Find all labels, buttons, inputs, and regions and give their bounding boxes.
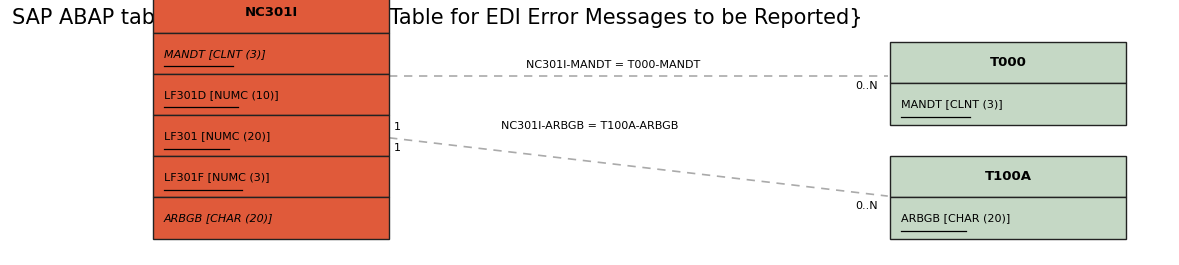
Text: ARBGB [CHAR (20)]: ARBGB [CHAR (20)] xyxy=(901,213,1010,223)
Text: MANDT [CLNT (3)]: MANDT [CLNT (3)] xyxy=(901,99,1002,109)
Text: NC301I-MANDT = T000-MANDT: NC301I-MANDT = T000-MANDT xyxy=(526,60,700,70)
FancyBboxPatch shape xyxy=(153,156,389,197)
Text: MANDT [CLNT (3)]: MANDT [CLNT (3)] xyxy=(164,49,265,59)
Text: 1: 1 xyxy=(394,122,401,132)
FancyBboxPatch shape xyxy=(153,74,389,115)
FancyBboxPatch shape xyxy=(890,83,1126,125)
Text: NC301I-ARBGB = T100A-ARBGB: NC301I-ARBGB = T100A-ARBGB xyxy=(501,121,678,131)
FancyBboxPatch shape xyxy=(153,197,389,239)
Text: LF301D [NUMC (10)]: LF301D [NUMC (10)] xyxy=(164,90,278,100)
FancyBboxPatch shape xyxy=(890,156,1126,197)
Text: SAP ABAP table NC301I {IS-H: Error Table for EDI Error Messages to be Reported}: SAP ABAP table NC301I {IS-H: Error Table… xyxy=(12,8,862,28)
FancyBboxPatch shape xyxy=(153,115,389,156)
FancyBboxPatch shape xyxy=(153,0,389,33)
Text: 0..N: 0..N xyxy=(856,81,878,91)
Text: 1: 1 xyxy=(394,143,401,153)
FancyBboxPatch shape xyxy=(890,197,1126,239)
Text: ARBGB [CHAR (20)]: ARBGB [CHAR (20)] xyxy=(164,213,274,223)
Text: NC301I: NC301I xyxy=(244,6,298,19)
FancyBboxPatch shape xyxy=(890,42,1126,83)
Text: LF301 [NUMC (20)]: LF301 [NUMC (20)] xyxy=(164,131,270,141)
Text: 0..N: 0..N xyxy=(856,201,878,211)
Text: LF301F [NUMC (3)]: LF301F [NUMC (3)] xyxy=(164,172,269,182)
Text: T000: T000 xyxy=(989,56,1027,69)
Text: T100A: T100A xyxy=(984,170,1032,183)
FancyBboxPatch shape xyxy=(153,33,389,74)
